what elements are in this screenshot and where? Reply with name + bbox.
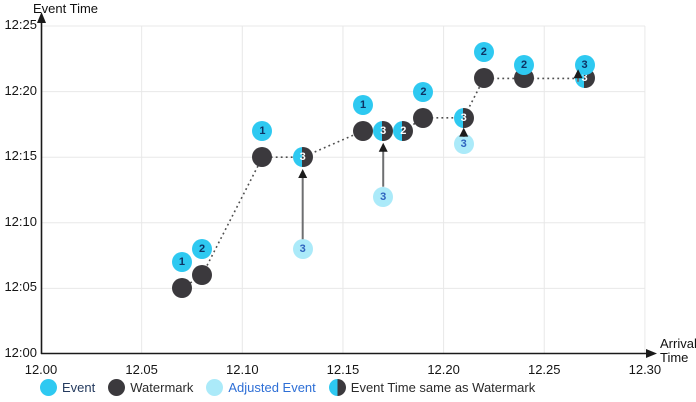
legend-item-adjusted-event: Adjusted Event (206, 379, 316, 396)
event-marker-2: 2 (514, 55, 535, 76)
adjusted-marker-3: 3 (453, 134, 474, 155)
legend-item-event: Event (40, 379, 95, 396)
watermark-marker (192, 265, 213, 286)
x-tick-label: 12.30 (628, 362, 662, 377)
event-marker-1: 1 (252, 120, 273, 141)
adjusted-event-legend-icon (206, 379, 224, 396)
event-same-as-watermark-legend-icon (328, 379, 346, 396)
legend-label: Event (62, 380, 96, 395)
y-tick-label: 12:05 (4, 279, 37, 295)
marker-number: 1 (259, 124, 266, 137)
x-tick-label: 12.20 (427, 362, 460, 377)
legend-label: Event Time same as Watermark (350, 380, 536, 395)
x-tick-label: 12.15 (326, 362, 360, 377)
legend-label: Adjusted Event (228, 380, 316, 395)
chart-legend: Event Watermark Adjusted Event Event Tim… (40, 379, 535, 396)
x-tick-label: 12.05 (125, 362, 158, 377)
legend-label: Watermark (130, 380, 194, 395)
marker-number: 3 (581, 72, 588, 85)
y-tick-label: 12:20 (4, 82, 37, 98)
marker-number: 2 (400, 124, 407, 137)
marker-number: 2 (198, 243, 206, 256)
event-marker-1: 1 (171, 252, 192, 273)
marker-number: 3 (299, 151, 306, 164)
watermark-marker (353, 120, 374, 141)
x-tick-label: 12.00 (24, 362, 58, 377)
y-tick-label: 12:25 (4, 17, 37, 32)
y-axis-title: Event Time (33, 1, 99, 16)
adjusted-marker-3: 3 (292, 239, 313, 260)
marker-number: 3 (460, 138, 467, 151)
same-as-watermark-marker-3: 3 (292, 147, 313, 168)
event-marker-2: 2 (192, 239, 213, 260)
marker-number: 1 (178, 256, 185, 269)
x-axis-title-line1: Arrival (660, 336, 696, 351)
y-tick-label: 12:15 (4, 148, 37, 164)
watermark-marker (413, 107, 434, 128)
watermark-marker (171, 278, 192, 299)
watermark-legend-icon (108, 379, 126, 396)
marker-number: 3 (460, 111, 467, 124)
x-tick-label: 12.10 (226, 362, 259, 377)
event-marker-1: 1 (353, 94, 374, 115)
adjusted-marker-3: 3 (373, 186, 394, 207)
marker-number: 2 (480, 46, 487, 59)
event-marker-3: 3 (574, 55, 595, 76)
event-marker-2: 2 (473, 42, 494, 63)
event-legend-icon (40, 379, 57, 396)
y-tick-label: 12:00 (4, 345, 37, 360)
watermark-marker (473, 68, 494, 89)
legend-item-watermark: Watermark (108, 379, 193, 396)
event-marker-2: 2 (413, 81, 434, 102)
marker-number: 3 (380, 124, 387, 137)
same-as-watermark-marker-3: 3 (373, 120, 394, 141)
same-as-watermark-marker-3: 3 (453, 107, 474, 128)
x-tick-label: 12.25 (527, 362, 561, 377)
marker-number: 2 (521, 59, 528, 72)
watermark-marker (252, 147, 273, 168)
y-tick-label: 12:10 (4, 213, 37, 229)
marker-number: 1 (360, 98, 367, 111)
x-axis-title-line2: Time (660, 350, 689, 365)
marker-number: 2 (420, 85, 427, 98)
marker-number: 3 (299, 243, 306, 256)
same-as-watermark-marker-2: 2 (393, 120, 414, 141)
marker-number: 3 (581, 59, 588, 72)
marker-number: 3 (380, 190, 387, 203)
legend-item-event-time-same-as-watermark: Event Time same as Watermark (328, 379, 536, 396)
